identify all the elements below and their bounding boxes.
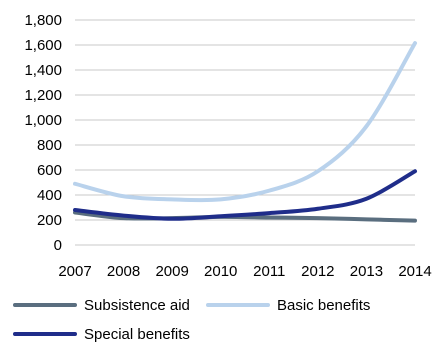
series-line-0	[73, 210, 417, 223]
x-tick-label: 2008	[107, 263, 140, 280]
x-axis-tick-labels: 2007 2008 2009 2010 2011 2012 2013 2014	[58, 263, 431, 280]
x-tick-label: 2010	[204, 263, 237, 280]
y-axis-tick-labels: 0 200 400 600 800 1,000 1,200 1,400 1,600 1,800	[24, 12, 62, 254]
x-tick-label: 2009	[155, 263, 188, 280]
y-tick-label: 0	[54, 237, 62, 254]
legend-label-1: Basic benefits	[277, 297, 370, 314]
series-lines	[73, 41, 417, 223]
y-tick-label: 600	[37, 162, 62, 179]
series-line-1	[73, 41, 417, 203]
y-tick-label: 1,400	[24, 62, 62, 79]
x-tick-label: 2014	[398, 263, 431, 280]
y-tick-label: 1,000	[24, 112, 62, 129]
legend-label-0: Subsistence aid	[84, 297, 190, 314]
x-tick-label: 2013	[350, 263, 383, 280]
y-tick-label: 200	[37, 212, 62, 229]
y-tick-label: 1,200	[24, 87, 62, 104]
y-tick-label: 1,600	[24, 37, 62, 54]
legend-label-2: Special benefits	[84, 326, 190, 343]
y-tick-label: 1,800	[24, 12, 62, 29]
series-line-2	[73, 169, 417, 221]
y-tick-label: 400	[37, 187, 62, 204]
legend: Subsistence aid Basic benefits Special ben…	[13, 297, 370, 343]
x-tick-label: 2007	[58, 263, 91, 280]
x-tick-label: 2012	[301, 263, 334, 280]
x-tick-label: 2011	[253, 263, 285, 280]
y-tick-label: 800	[37, 137, 62, 154]
